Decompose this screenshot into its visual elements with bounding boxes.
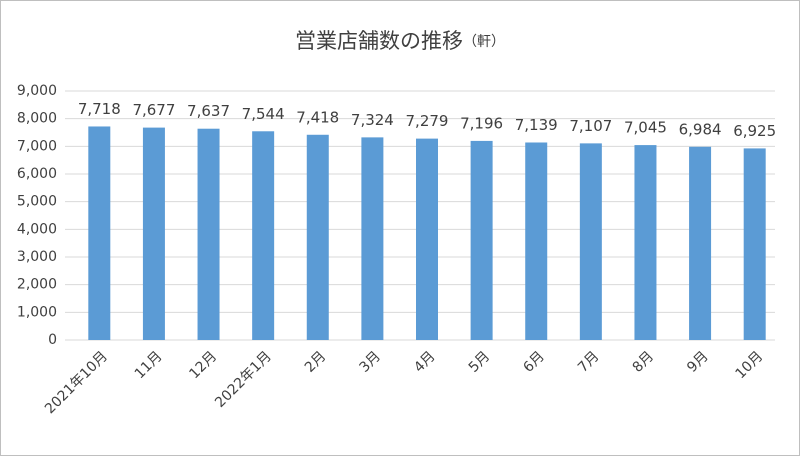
- value-label: 7,544: [242, 105, 285, 123]
- bar: [689, 146, 712, 340]
- value-label: 7,677: [132, 101, 175, 119]
- value-label: 7,418: [296, 108, 339, 126]
- value-label: 7,139: [515, 116, 558, 134]
- y-tick-label: 9,000: [17, 83, 57, 99]
- bar: [142, 127, 165, 340]
- bar: [743, 148, 766, 340]
- chart-title: 営業店舗数の推移（軒）: [295, 29, 505, 53]
- y-tick-label: 8,000: [17, 111, 57, 127]
- y-tick-label: 3,000: [17, 249, 57, 265]
- y-tick-label: 7,000: [17, 138, 57, 154]
- value-label: 6,925: [733, 122, 776, 140]
- title-unit: （軒）: [463, 34, 505, 50]
- value-label: 7,107: [569, 117, 612, 135]
- value-label: 7,718: [78, 100, 121, 118]
- bar: [525, 142, 548, 340]
- bar: [88, 126, 111, 341]
- y-tick-label: 4,000: [17, 221, 57, 237]
- bar: [252, 131, 275, 340]
- y-tick-label: 5,000: [17, 194, 57, 210]
- value-label: 6,984: [679, 120, 722, 138]
- y-tick-label: 6,000: [17, 166, 57, 182]
- bar: [634, 145, 657, 340]
- y-tick-label: 0: [48, 332, 57, 348]
- y-tick-label: 1,000: [17, 304, 57, 320]
- value-label: 7,324: [351, 111, 394, 129]
- value-label: 7,045: [624, 119, 667, 137]
- bar: [579, 143, 602, 340]
- y-tick-label: 2,000: [17, 277, 57, 293]
- bar: [416, 138, 438, 340]
- bar: [361, 137, 384, 340]
- bar: [306, 134, 329, 340]
- value-label: 7,196: [460, 114, 503, 132]
- value-label: 7,637: [187, 102, 230, 120]
- title-text: 営業店舗数の推移: [295, 29, 463, 53]
- bar: [470, 140, 493, 340]
- value-label: 7,279: [406, 112, 449, 130]
- bar: [197, 128, 220, 340]
